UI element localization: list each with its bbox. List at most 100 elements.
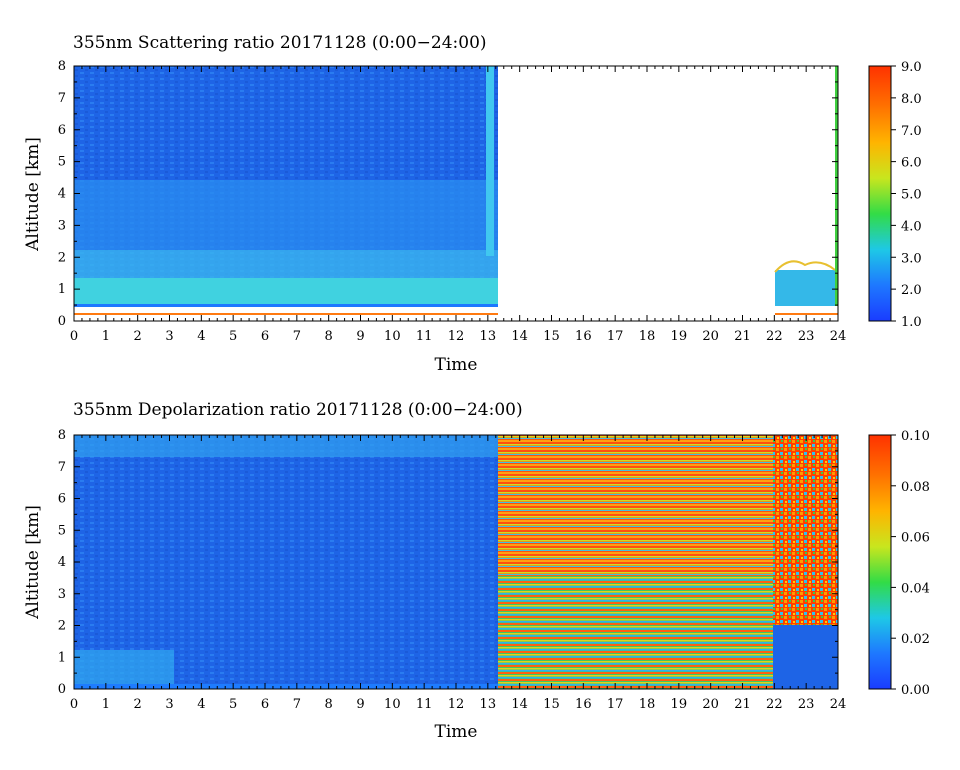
scattering-y-tick-label: 1 xyxy=(58,282,66,297)
depolarization-x-tick-label: 16 xyxy=(575,697,592,712)
depolarization-y-axis: 0 1 2 3 4 5 6 7 8 xyxy=(58,428,838,697)
depolarization-x-tick-label: 1 xyxy=(102,697,110,712)
scattering-x-tick-label: 10 xyxy=(384,329,401,344)
scattering-x-tick-label: 3 xyxy=(165,329,173,344)
depolarization-y-tick-label: 5 xyxy=(58,523,66,538)
scattering-y-tick-label: 2 xyxy=(58,250,66,265)
depolarization-colorbar-tick-label: 0.00 xyxy=(901,683,930,698)
depolarization-x-tick-label: 8 xyxy=(325,697,333,712)
scattering-x-tick-label: 9 xyxy=(356,329,364,344)
scattering-ground-line-left xyxy=(74,313,498,315)
depolarization-x-tick-label: 17 xyxy=(607,697,624,712)
scattering-x-tick-label: 7 xyxy=(293,329,301,344)
depolarization-colorbar-tick-label: 0.10 xyxy=(901,429,930,444)
depolarization-x-tick-label: 15 xyxy=(543,697,560,712)
scattering-colorbar-tick-label: 5.0 xyxy=(901,188,922,203)
depolarization-x-tick-label: 3 xyxy=(165,697,173,712)
scattering-x-tick-label: 18 xyxy=(639,329,656,344)
scattering-y-tick-label: 3 xyxy=(58,218,66,233)
scattering-mid-layer xyxy=(74,180,498,250)
scattering-ratio-title: 355nm Scattering ratio 20171128 (0:00−24… xyxy=(73,33,487,53)
depolarization-x-tick-label: 14 xyxy=(511,697,528,712)
depolarization-x-tick-label: 13 xyxy=(480,697,497,712)
scattering-x-tick-label: 0 xyxy=(70,329,78,344)
scattering-x-axis: 0 1 2 3 4 5 6 7 8 9 10 11 12 13 14 15 16 17 18 19 20 21 22 23 24 xyxy=(70,66,846,344)
depolarization-y-tick-label: 1 xyxy=(58,650,66,665)
depolarization-y-tick-label: 0 xyxy=(58,682,66,697)
depolarization-ratio-title: 355nm Depolarization ratio 20171128 (0:0… xyxy=(73,400,523,420)
depolarization-x-tick-label: 4 xyxy=(197,697,205,712)
depolarization-colorbar: 0.00 0.02 0.04 0.06 0.08 0.10 xyxy=(868,429,930,698)
depolarization-x-tick-label: 2 xyxy=(134,697,142,712)
scattering-x-tick-label: 8 xyxy=(325,329,333,344)
depolarization-x-tick-label: 24 xyxy=(830,697,847,712)
depolarization-x-axis: 0 1 2 3 4 5 6 7 8 9 10 11 12 13 14 15 16 17 18 19 20 21 22 23 24 xyxy=(70,435,846,712)
scattering-x-tick-label: 11 xyxy=(416,329,433,344)
scattering-y-tick-label: 5 xyxy=(58,155,66,170)
depolarization-x-tick-label: 23 xyxy=(798,697,815,712)
depolarization-ratio-plot-area xyxy=(73,434,839,690)
depolarization-x-tick-label: 6 xyxy=(261,697,269,712)
depolarization-y-tick-label: 4 xyxy=(58,555,66,570)
scattering-x-tick-label: 4 xyxy=(197,329,205,344)
scattering-x-tick-label: 5 xyxy=(229,329,237,344)
scattering-y-label: Altitude [km] xyxy=(23,137,43,252)
depolarization-y-tick-label: 8 xyxy=(58,428,66,443)
depolarization-x-tick-label: 22 xyxy=(766,697,783,712)
scattering-x-tick-label: 24 xyxy=(830,329,847,344)
depolarization-y-label: Altitude [km] xyxy=(23,505,43,620)
depolarization-colorbar-tick-label: 0.02 xyxy=(901,632,930,647)
depol-late-low-region xyxy=(773,625,838,689)
depolarization-y-tick-label: 2 xyxy=(58,619,66,634)
scattering-x-label: Time xyxy=(435,355,478,375)
depolarization-y-tick-label: 6 xyxy=(58,492,66,507)
scattering-x-tick-label: 13 xyxy=(480,329,497,344)
depolarization-x-tick-label: 19 xyxy=(671,697,688,712)
depolarization-colorbar-tick-label: 0.06 xyxy=(901,531,930,546)
scattering-x-tick-label: 2 xyxy=(134,329,142,344)
depolarization-x-tick-label: 18 xyxy=(639,697,656,712)
scattering-colorbar-tick-label: 1.0 xyxy=(901,315,922,330)
scattering-x-tick-label: 17 xyxy=(607,329,624,344)
scattering-late-aerosol-region xyxy=(775,270,838,306)
scattering-colorbar-tick-label: 8.0 xyxy=(901,92,922,107)
scattering-boundary-layer xyxy=(74,278,498,306)
scattering-colorbar-tick-label: 4.0 xyxy=(901,219,922,234)
depolarization-x-tick-label: 10 xyxy=(384,697,401,712)
scattering-colorbar-tick-label: 3.0 xyxy=(901,251,922,266)
scattering-colorbar-tick-label: 2.0 xyxy=(901,283,922,298)
scattering-x-tick-label: 6 xyxy=(261,329,269,344)
scattering-x-tick-label: 14 xyxy=(511,329,528,344)
scattering-y-tick-label: 6 xyxy=(58,123,66,138)
scattering-x-tick-label: 22 xyxy=(766,329,783,344)
scattering-x-tick-label: 15 xyxy=(543,329,560,344)
scattering-x-tick-label: 1 xyxy=(102,329,110,344)
depolarization-x-tick-label: 7 xyxy=(293,697,301,712)
depolarization-y-tick-label: 7 xyxy=(58,460,66,475)
depol-low-region xyxy=(74,435,498,689)
depolarization-x-tick-label: 21 xyxy=(734,697,751,712)
depolarization-x-tick-label: 9 xyxy=(356,697,364,712)
scattering-x-tick-label: 19 xyxy=(671,329,688,344)
scattering-y-tick-label: 7 xyxy=(58,91,66,106)
depolarization-x-tick-label: 0 xyxy=(70,697,78,712)
depolarization-y-tick-label: 3 xyxy=(58,587,66,602)
depol-high-cloud-region xyxy=(498,435,773,575)
scattering-x-tick-label: 16 xyxy=(575,329,592,344)
scattering-colorbar-tick-label: 6.0 xyxy=(901,156,922,171)
scattering-x-tick-label: 12 xyxy=(448,329,465,344)
depolarization-x-label: Time xyxy=(435,722,478,742)
depolarization-ratio-panel: 355nm Depolarization ratio 20171128 (0:0… xyxy=(23,400,930,742)
scattering-x-tick-label: 21 xyxy=(734,329,751,344)
scattering-ratio-panel: 355nm Scattering ratio 20171128 (0:00−24… xyxy=(23,33,922,375)
depol-late-cloud-region xyxy=(773,435,838,625)
scattering-colorbar-tick-label: 9.0 xyxy=(901,60,922,75)
scattering-y-tick-label: 4 xyxy=(58,187,66,202)
depolarization-x-tick-label: 11 xyxy=(416,697,433,712)
scattering-y-tick-label: 0 xyxy=(58,314,66,329)
depolarization-x-tick-label: 12 xyxy=(448,697,465,712)
depolarization-colorbar-tick-label: 0.08 xyxy=(901,480,930,495)
scattering-y-axis: 0 1 2 3 4 5 6 7 8 xyxy=(58,59,838,329)
depolarization-colorbar-tick-label: 0.04 xyxy=(901,581,930,596)
